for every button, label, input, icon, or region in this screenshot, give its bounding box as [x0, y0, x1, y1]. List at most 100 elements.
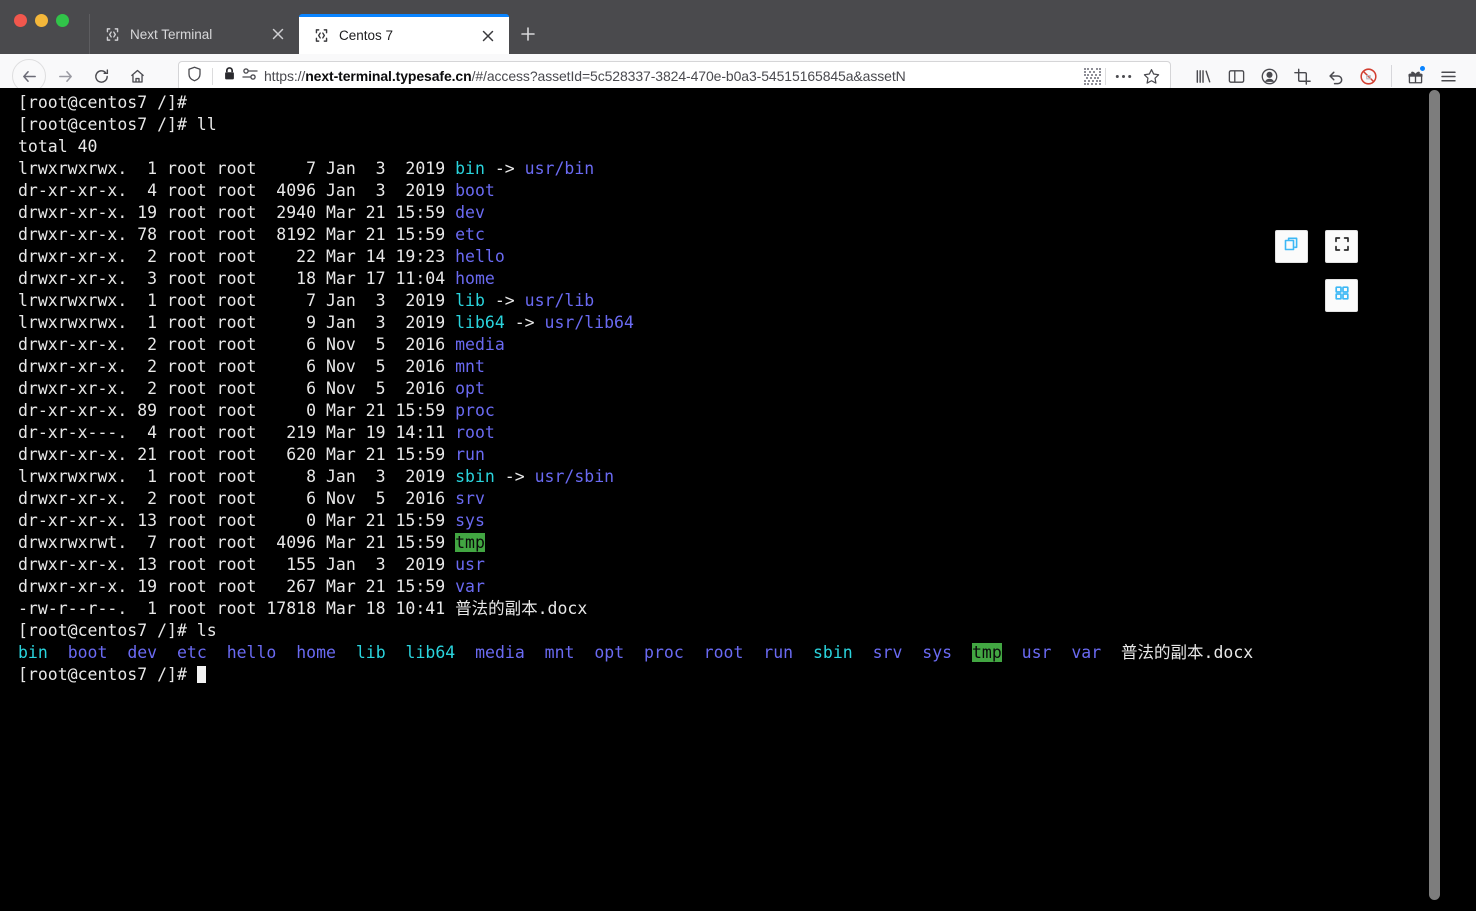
terminal-text: dev [455, 203, 485, 222]
terminal-text [684, 643, 704, 662]
permissions-icon[interactable] [242, 67, 258, 86]
terminal-text: -> [484, 291, 525, 310]
terminal-line: dr-xr-xr-x. 13 root root 0 Mar 21 15:59 … [18, 510, 1253, 532]
terminal-text: var [1071, 643, 1102, 662]
terminal-text: lrwxrwxrwx. 1 root root 7 Jan 3 2019 [18, 159, 456, 178]
terminal-text: drwxrwxrwt. 7 root root 4096 Mar 21 15:5… [18, 533, 456, 552]
terminal-text: [root@centos7 /]# [18, 665, 197, 684]
menu-icon[interactable] [1432, 60, 1464, 92]
terminal-line: lrwxrwxrwx. 1 root root 7 Jan 3 2019 lib… [18, 290, 1253, 312]
minimize-window-button[interactable] [35, 13, 48, 27]
terminal-line: total 40 [18, 136, 1253, 158]
terminal-text [157, 643, 177, 662]
tab-close-icon[interactable] [267, 23, 289, 45]
url-text: https://next-terminal.typesafe.cn/#/acce… [264, 68, 1084, 84]
terminal-text: boot [67, 643, 108, 662]
home-icon[interactable] [120, 59, 154, 93]
terminal-line: drwxr-xr-x. 2 root root 6 Nov 5 2016 mnt [18, 356, 1253, 378]
terminal-text [525, 643, 545, 662]
library-icon[interactable] [1187, 60, 1219, 92]
tab-strip: Next Terminal Centos 7 [0, 0, 1476, 54]
terminal-text [107, 643, 127, 662]
tab-next-terminal[interactable]: Next Terminal [89, 14, 299, 54]
terminal-text: drwxr-xr-x. 3 root root 18 Mar 17 11:04 [18, 269, 456, 288]
zoom-window-button[interactable] [56, 13, 69, 27]
page-actions-icon[interactable] [1110, 63, 1136, 89]
close-window-button[interactable] [14, 13, 27, 27]
terminal-text [276, 643, 296, 662]
terminal-text: drwxr-xr-x. 21 root root 620 Mar 21 15:5… [18, 445, 456, 464]
terminal-text: usr [1021, 643, 1052, 662]
terminal-text: sbin [812, 643, 853, 662]
terminal-line: drwxr-xr-x. 78 root root 8192 Mar 21 15:… [18, 224, 1253, 246]
terminal-text: drwxr-xr-x. 2 root root 22 Mar 14 19:23 [18, 247, 456, 266]
terminal-text: drwxr-xr-x. 2 root root 6 Nov 5 2016 [18, 357, 456, 376]
terminal-text: lrwxrwxrwx. 1 root root 8 Jan 3 2019 [18, 467, 456, 486]
terminal-text: lib64 [455, 313, 505, 332]
terminal-text: mnt [455, 357, 485, 376]
screenshot-icon[interactable] [1286, 60, 1318, 92]
address-bar-identity-icons [187, 66, 258, 87]
tracking-blocked-icon[interactable] [1352, 60, 1384, 92]
url-path: /#/access?assetId=5c528337-3824-470e-b0a… [471, 68, 906, 84]
tab-centos-7[interactable]: Centos 7 [299, 14, 509, 54]
terminal-text: usr/lib [524, 291, 595, 310]
terminal-line: dr-xr-xr-x. 89 root root 0 Mar 21 15:59 … [18, 400, 1253, 422]
terminal-line: lrwxrwxrwx. 1 root root 7 Jan 3 2019 bin… [18, 158, 1253, 180]
terminal-text: media [455, 335, 505, 354]
terminal-line: bin boot dev etc hello home lib lib64 me… [18, 642, 1253, 664]
terminal-text: total 40 [18, 137, 98, 156]
terminal-text: media [475, 643, 525, 662]
fullscreen-button[interactable] [1325, 230, 1358, 263]
terminal-line: [root@centos7 /]# [18, 664, 1253, 686]
shield-icon[interactable] [187, 66, 202, 87]
terminal-text: lib [355, 643, 386, 662]
terminal-text: sbin [455, 467, 495, 486]
terminal-text: dr-xr-xr-x. 4 root root 4096 Jan 3 2019 [18, 181, 456, 200]
tab-close-icon[interactable] [477, 25, 499, 47]
terminal-text: drwxr-xr-x. 2 root root 6 Nov 5 2016 [18, 335, 456, 354]
forward-icon[interactable] [48, 59, 82, 93]
terminal-text: var [455, 577, 485, 596]
terminal-output[interactable]: [root@centos7 /]# [root@centos7 /]# ll tot… [18, 92, 1253, 686]
window-traffic-lights [14, 0, 89, 54]
terminal-text [574, 643, 594, 662]
terminal-text: drwxr-xr-x. 19 root root 2940 Mar 21 15:… [18, 203, 456, 222]
divider [1105, 67, 1106, 85]
terminal-text: hello [226, 643, 277, 662]
terminal-text: drwxr-xr-x. 78 root root 8192 Mar 21 15:… [18, 225, 456, 244]
apps-grid-button[interactable] [1325, 279, 1358, 312]
terminal-text [793, 643, 813, 662]
terminal-text: lrwxrwxrwx. 1 root root 9 Jan 3 2019 [18, 313, 456, 332]
copy-clipboard-button[interactable] [1275, 230, 1308, 263]
terminal-text: drwxr-xr-x. 19 root root 267 Mar 21 15:5… [18, 577, 456, 596]
terminal-text: [root@centos7 /]# ll [18, 115, 217, 134]
terminal-text: proc [455, 401, 495, 420]
gift-icon[interactable] [1399, 60, 1431, 92]
terminal-line: -rw-r--r--. 1 root root 17818 Mar 18 10:… [18, 598, 1253, 620]
qr-code-icon[interactable] [1084, 67, 1101, 85]
terminal-text: bin [455, 159, 485, 178]
terminal-line: drwxr-xr-x. 2 root root 22 Mar 14 19:23 … [18, 246, 1253, 268]
terminal-text: srv [455, 489, 485, 508]
scrollbar-thumb[interactable] [1429, 90, 1440, 900]
terminal-line: drwxr-xr-x. 2 root root 6 Nov 5 2016 srv [18, 488, 1253, 510]
lock-icon[interactable] [223, 66, 236, 86]
reload-icon[interactable] [84, 59, 118, 93]
tab-title: Next Terminal [130, 26, 213, 42]
sidebar-icon[interactable] [1220, 60, 1252, 92]
undo-icon[interactable] [1319, 60, 1351, 92]
account-icon[interactable] [1253, 60, 1285, 92]
new-tab-button[interactable] [509, 14, 547, 54]
terminal-line: lrwxrwxrwx. 1 root root 8 Jan 3 2019 sbi… [18, 466, 1253, 488]
terminal-text [386, 643, 406, 662]
terminal-text: hello [455, 247, 505, 266]
terminal-line: drwxrwxrwt. 7 root root 4096 Mar 21 15:5… [18, 532, 1253, 554]
page-scrollbar[interactable] [1429, 88, 1458, 911]
terminal-line: drwxr-xr-x. 3 root root 18 Mar 17 11:04 … [18, 268, 1253, 290]
star-icon[interactable] [1138, 63, 1164, 89]
terminal-text [48, 643, 68, 662]
terminal-text [952, 643, 972, 662]
terminal-text [902, 643, 922, 662]
address-bar[interactable]: https://next-terminal.typesafe.cn/#/acce… [178, 61, 1171, 91]
